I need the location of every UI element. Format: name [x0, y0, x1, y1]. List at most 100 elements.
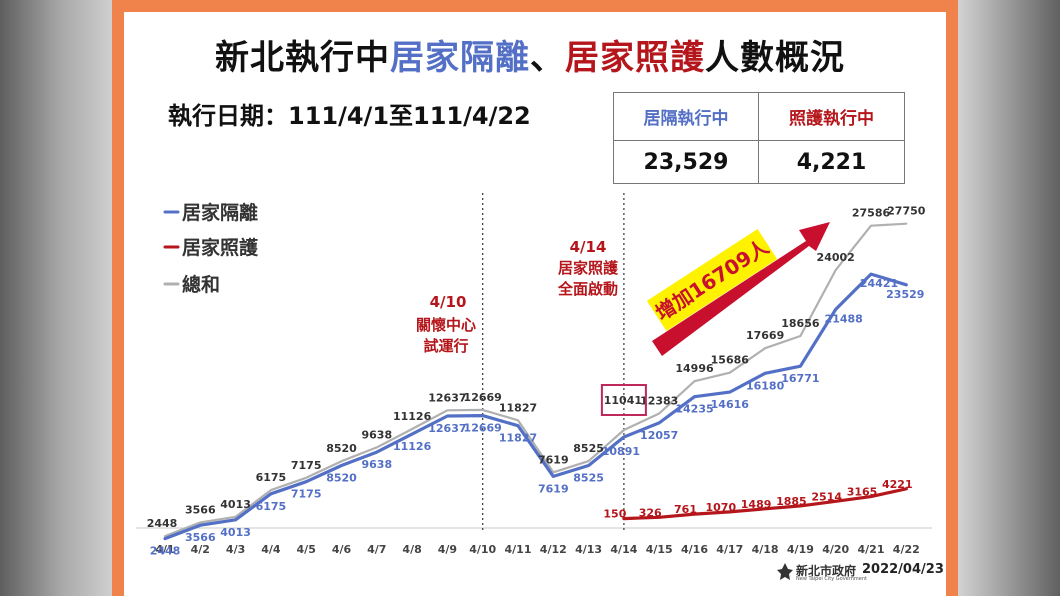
data-label-care: 3165: [847, 486, 878, 499]
data-label-quarantine: 14235: [675, 403, 713, 416]
data-label-total: 9638: [361, 428, 392, 441]
x-tick-label: 4/8: [402, 543, 421, 556]
data-label-quarantine: 24421: [860, 277, 898, 290]
data-label-total: 12637: [428, 391, 466, 404]
data-label-total: 7619: [538, 453, 569, 466]
title-quarantine: 居家隔離: [390, 38, 530, 78]
chart-title: 新北執行中居家隔離、居家照護人數概況: [215, 38, 845, 78]
x-tick-label: 4/16: [681, 543, 708, 556]
data-label-total: 27750: [887, 205, 926, 218]
annotation-4-14-line2: 全面啟動: [557, 280, 618, 298]
summary-care-label: 照護執行中: [759, 93, 904, 141]
data-label-total: 4013: [220, 498, 251, 511]
data-label-total: 17669: [746, 329, 784, 342]
x-tick-label: 4/13: [575, 543, 602, 556]
summary-quarantine-value: 23,529: [614, 141, 759, 183]
x-tick-label: 4/12: [540, 543, 567, 556]
annotation-4-10-date: 4/10: [430, 293, 467, 311]
data-label-quarantine: 4013: [220, 526, 251, 539]
background-right: [958, 0, 1060, 596]
x-tick-label: 4/4: [261, 543, 281, 556]
data-label-total: 3566: [185, 503, 216, 516]
highlight-box: [600, 384, 647, 416]
x-tick-label: 4/2: [191, 543, 210, 556]
x-tick-label: 4/17: [716, 543, 743, 556]
data-label-quarantine: 16180: [746, 379, 785, 392]
data-label-total-highlight: 11041: [604, 394, 642, 407]
data-label-total: 7175: [291, 459, 322, 472]
annotation-4-10-line2: 試運行: [423, 337, 468, 355]
data-label-quarantine: 3566: [185, 531, 216, 544]
summary-care-value: 4,221: [796, 149, 867, 175]
org-english-name: New Taipei City Government: [796, 576, 867, 582]
data-label-quarantine: 11126: [393, 440, 432, 453]
data-label-care: 4221: [882, 478, 913, 491]
city-logo: 新北市政府 New Taipei City Government: [776, 562, 867, 584]
x-tick-label: 4/15: [646, 543, 673, 556]
x-tick-label: 4/6: [332, 543, 352, 556]
data-label-total: 14996: [675, 362, 714, 375]
data-label-quarantine: 16771: [781, 372, 819, 385]
city-emblem-icon: [777, 563, 793, 580]
data-label-care: 761: [674, 503, 697, 516]
summary-table: 居隔執行中 照護執行中 23,529 4,221: [613, 92, 905, 184]
data-label-total: 11827: [499, 401, 537, 414]
x-tick-label: 4/20: [822, 543, 849, 556]
x-tick-label: 4/22: [893, 543, 920, 556]
data-label-quarantine: 2448: [150, 545, 181, 558]
x-tick-label: 4/9: [438, 543, 457, 556]
summary-quarantine-label: 居隔執行中: [614, 93, 759, 141]
data-label-total: 8520: [326, 442, 357, 455]
data-label-care: 150: [603, 508, 626, 521]
data-label-total: 12383: [640, 394, 678, 407]
increase-arrow: [652, 222, 830, 356]
data-label-total: 6175: [256, 471, 287, 484]
data-label-quarantine: 7619: [538, 482, 569, 495]
x-tick-label: 4/18: [752, 543, 779, 556]
series-line-quarantine: [163, 272, 908, 541]
data-label-quarantine: 12057: [640, 429, 678, 442]
data-label-quarantine: 23529: [886, 288, 924, 301]
x-tick-label: 4/3: [226, 543, 245, 556]
data-label-quarantine: 21488: [825, 312, 863, 325]
data-label-care: 326: [639, 506, 662, 519]
data-label-total: 18656: [781, 317, 820, 330]
data-label-quarantine: 14616: [711, 398, 750, 411]
data-label-quarantine: 9638: [361, 458, 392, 471]
data-label-quarantine: 7175: [291, 488, 322, 501]
data-label-care: 2514: [811, 490, 842, 503]
background-left: [0, 0, 112, 596]
x-tick-label: 4/19: [787, 543, 814, 556]
data-label-total: 27586: [852, 207, 891, 220]
data-label-total: 15686: [711, 354, 750, 367]
data-label-quarantine: 8520: [326, 472, 357, 485]
annotation-4-10-line1: 關懷中心: [416, 316, 476, 334]
x-tick-label: 4/11: [505, 543, 532, 556]
data-label-total: 11126: [393, 410, 432, 423]
data-label-care: 1070: [705, 501, 736, 514]
data-label-quarantine: 10891: [602, 445, 640, 458]
data-label-total: 8525: [573, 442, 604, 455]
x-tick-label: 4/21: [858, 543, 885, 556]
legend-label: 居家隔離: [182, 201, 258, 224]
data-label-total: 12669: [464, 391, 502, 404]
data-label-quarantine: 12637: [428, 422, 466, 435]
series-line-care: [622, 487, 908, 521]
data-label-quarantine: 11827: [499, 432, 537, 445]
series-line-total: [163, 222, 908, 538]
x-tick-label: 4/5: [297, 543, 316, 556]
data-label-total: 2448: [147, 517, 178, 530]
data-label-care: 1885: [776, 495, 807, 508]
title-care: 居家照護: [565, 38, 705, 78]
annotation-4-14-date: 4/14: [570, 238, 607, 256]
data-label-total: 24002: [817, 251, 855, 264]
data-label-quarantine: 12669: [464, 422, 502, 435]
x-tick-label: 4/14: [610, 543, 637, 556]
data-label-care: 1489: [741, 498, 772, 511]
x-tick-label: 4/7: [367, 543, 386, 556]
legend-label: 總和: [182, 273, 220, 296]
data-label-quarantine: 6175: [256, 500, 287, 513]
footer-date: 2022/04/23: [862, 562, 944, 577]
annotation-4-14-line1: 居家照護: [558, 259, 619, 277]
